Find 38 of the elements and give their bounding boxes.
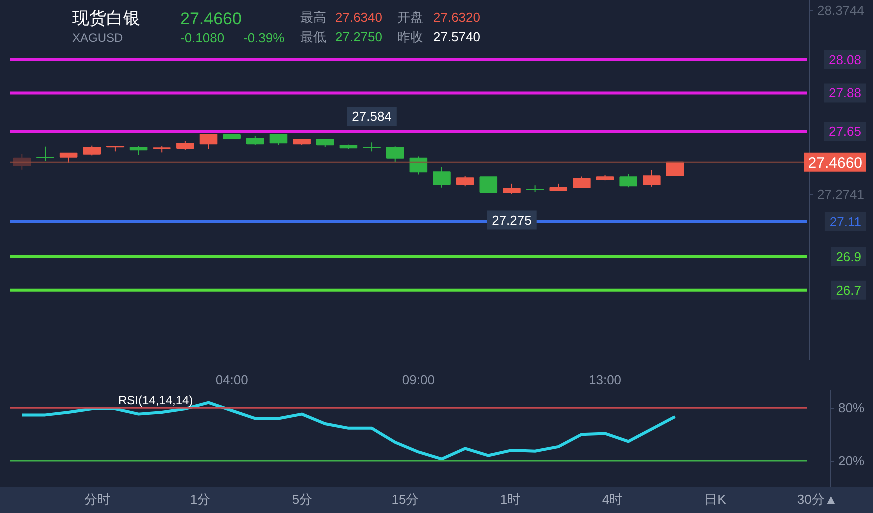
text: 1时 (500, 492, 521, 507)
annotation: 27.4660 (180, 9, 242, 28)
text: 15分 (392, 492, 420, 507)
annotation: -0.1080 (180, 30, 225, 46)
y-tick-label: 80% (838, 400, 865, 416)
annotation: 最低 (300, 29, 326, 44)
x-tick-label: 13:00 (589, 372, 622, 388)
y-tick-label: 20% (838, 454, 865, 469)
annotation: 27.584 (352, 109, 392, 124)
text: XAGUSD (72, 30, 124, 45)
text: 日K (704, 492, 727, 507)
ref-line-label: 27.65 (828, 124, 862, 140)
annotation: 27.6340 (336, 10, 382, 25)
annotation: 27.6320 (434, 10, 480, 25)
annotation: 开盘 (398, 10, 424, 25)
ref-line-label: 26.9 (836, 249, 862, 264)
text: 1分 (190, 492, 211, 507)
ref-line-label: 27.4660 (808, 154, 863, 172)
ref-line-label: 27.11 (830, 214, 862, 230)
y-tick-label: 27.2741 (818, 186, 864, 202)
text: 30分▲ (797, 492, 838, 507)
annotation: 27.275 (492, 212, 532, 228)
annotation: 27.5740 (434, 29, 480, 44)
x-tick-label: 09:00 (402, 372, 435, 388)
ref-line-label: 28.08 (828, 52, 862, 68)
text: 现货白银 (72, 8, 140, 28)
ref-line-label: 26.7 (836, 282, 862, 298)
x-tick-label: 04:00 (216, 372, 248, 388)
chart-title: RSI(14,14,14) (118, 394, 194, 408)
text: 5分 (292, 492, 313, 507)
annotation: 27.2750 (336, 29, 382, 44)
annotation: 昨收 (398, 29, 424, 44)
annotation: 最高 (300, 10, 326, 25)
annotation: -0.39% (244, 30, 286, 46)
text: 4时 (602, 492, 623, 507)
ref-line-label: 27.88 (828, 86, 862, 101)
text: 分时 (84, 492, 110, 507)
y-tick-label: 28.3744 (818, 3, 864, 18)
